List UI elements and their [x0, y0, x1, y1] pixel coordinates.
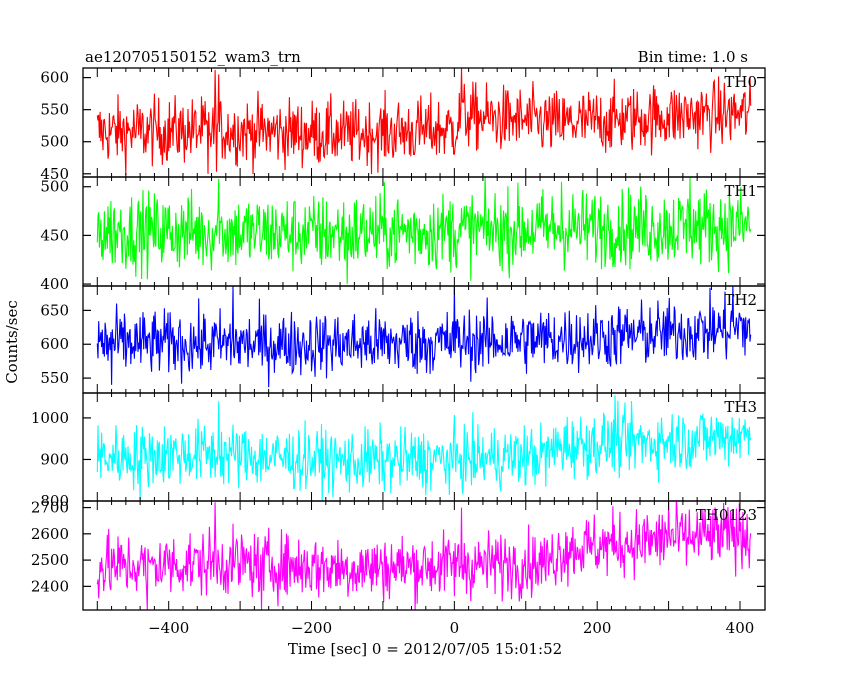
series-line-th0123: [96, 501, 752, 610]
y-tick-label: 900: [40, 450, 69, 468]
series-line-th2: [96, 286, 752, 388]
y-tick-label: 1000: [31, 409, 69, 427]
y-tick-label: 500: [40, 133, 69, 151]
panel-frame: [82, 500, 766, 611]
series-line-th0: [96, 68, 752, 175]
y-tick-label: 650: [40, 301, 69, 319]
series-label-th2: TH2: [724, 291, 757, 309]
y-tick-label: 450: [40, 165, 69, 183]
series-label-th3: TH3: [724, 398, 757, 416]
y-tick-label: 550: [40, 101, 69, 119]
y-tick-label: 500: [40, 178, 69, 196]
x-tick-label: −400: [148, 619, 189, 637]
y-tick-label: 450: [40, 226, 69, 244]
series-label-th1: TH1: [724, 182, 757, 200]
y-tick-label: 2500: [31, 551, 69, 569]
bin-time-label: Bin time: 1.0 s: [638, 48, 748, 66]
y-tick-label: 2400: [31, 577, 69, 595]
y-tick-label: 600: [40, 69, 69, 87]
series-label-th0123: TH0123: [696, 506, 757, 524]
x-tick-label: −200: [291, 619, 332, 637]
x-axis-title: Time [sec] 0 = 2012/07/05 15:01:52: [288, 640, 562, 658]
x-tick-label: 0: [450, 619, 460, 637]
series-label-th0: TH0: [724, 73, 757, 91]
y-tick-label: 2700: [31, 499, 69, 517]
x-tick-label: 400: [726, 619, 755, 637]
y-tick-label: 2600: [31, 525, 69, 543]
series-line-th3: [96, 395, 752, 501]
y-tick-label: 800: [40, 492, 69, 510]
y-axis-title: Counts/sec: [3, 300, 21, 384]
y-tick-label: 550: [40, 369, 69, 387]
chart-title: ae120705150152_wam3_trn: [85, 48, 301, 66]
y-tick-label: 400: [40, 275, 69, 293]
x-tick-label: 200: [583, 619, 612, 637]
y-tick-label: 600: [40, 335, 69, 353]
series-line-th1: [96, 177, 752, 285]
